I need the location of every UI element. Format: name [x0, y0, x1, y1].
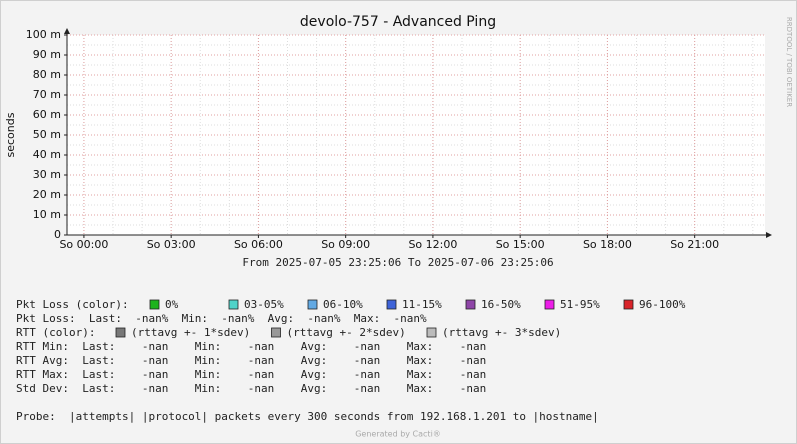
legend-text: Pkt Loss (color):: [16, 298, 129, 311]
legend-text: (rttavg +- 3*sdev): [442, 326, 561, 339]
y-tick-label: 10 m: [33, 208, 61, 221]
y-tick-label: 70 m: [33, 88, 61, 101]
legend-text: RTT Max: Last: -nan Min: -nan Avg: -nan …: [16, 368, 486, 381]
legend-text: 06-10%: [323, 298, 363, 311]
y-tick-label: 30 m: [33, 168, 61, 181]
legend-text: 16-50%: [481, 298, 521, 311]
chart-title: devolo-757 - Advanced Ping: [300, 14, 496, 30]
x-tick-label: So 21:00: [670, 238, 719, 251]
legend-text: 03-05%: [244, 298, 284, 311]
legend-text: 0%: [165, 298, 179, 311]
legend-text: (rttavg +- 1*sdev): [131, 326, 250, 339]
legend-swatch: [544, 299, 555, 310]
legend-text: RTT Avg: Last: -nan Min: -nan Avg: -nan …: [16, 354, 486, 367]
y-tick-label: 80 m: [33, 68, 61, 81]
x-tick-label: So 00:00: [59, 238, 108, 251]
legend-swatch: [386, 299, 397, 310]
y-tick-label: 90 m: [33, 48, 61, 61]
y-tick-label: 60 m: [33, 108, 61, 121]
legend-text: (rttavg +- 2*sdev): [287, 326, 406, 339]
x-tick-label: So 15:00: [496, 238, 545, 251]
legend-text: Std Dev: Last: -nan Min: -nan Avg: -nan …: [16, 382, 486, 395]
footer: Generated by Cacti®: [355, 430, 441, 439]
legend-swatch: [307, 299, 318, 310]
legend-swatch: [623, 299, 634, 310]
legend-swatch: [115, 327, 126, 338]
y-tick-label: 100 m: [26, 28, 61, 41]
plot: 0 10 m 20 m 30 m 40 m 50 m 60 m 70 m 80 m 90 m 100…: [26, 28, 765, 251]
watermark: RRDTOOL / TOBI OETIKER: [785, 17, 793, 107]
y-tick-label: 50 m: [33, 128, 61, 141]
x-axis-arrow: [766, 232, 772, 238]
legend: Pkt Loss (color): 0% 03-05% 06-10% 11-15% 16-…: [16, 298, 686, 423]
y-tick-label: 40 m: [33, 148, 61, 161]
legend-text: RTT (color):: [16, 326, 95, 339]
y-axis-label: seconds: [4, 112, 17, 157]
legend-swatch: [426, 327, 437, 338]
legend-swatch: [465, 299, 476, 310]
y-axis-arrow: [64, 28, 70, 34]
legend-text: 51-95%: [560, 298, 600, 311]
x-tick-label: So 09:00: [321, 238, 370, 251]
x-tick-label: So 12:00: [408, 238, 457, 251]
legend-swatch: [271, 327, 281, 338]
legend-text: 96-100%: [639, 298, 686, 311]
x-tick-label: So 06:00: [234, 238, 283, 251]
x-tick-label: So 03:00: [147, 238, 196, 251]
subtitle: From 2025-07-05 23:25:06 To 2025-07-06 2…: [242, 256, 553, 269]
legend-swatch: [228, 299, 239, 310]
y-tick-label: 0: [54, 228, 61, 241]
legend-text: RTT Min: Last: -nan Min: -nan Avg: -nan …: [16, 340, 486, 353]
x-tick-label: So 18:00: [583, 238, 632, 251]
legend-text: 11-15%: [402, 298, 442, 311]
legend-text: Probe: |attempts| |protocol| packets eve…: [16, 410, 599, 423]
legend-text: Pkt Loss: Last: -nan% Min: -nan% Avg: -n…: [16, 312, 427, 325]
legend-swatch: [149, 299, 160, 310]
y-tick-label: 20 m: [33, 188, 61, 201]
